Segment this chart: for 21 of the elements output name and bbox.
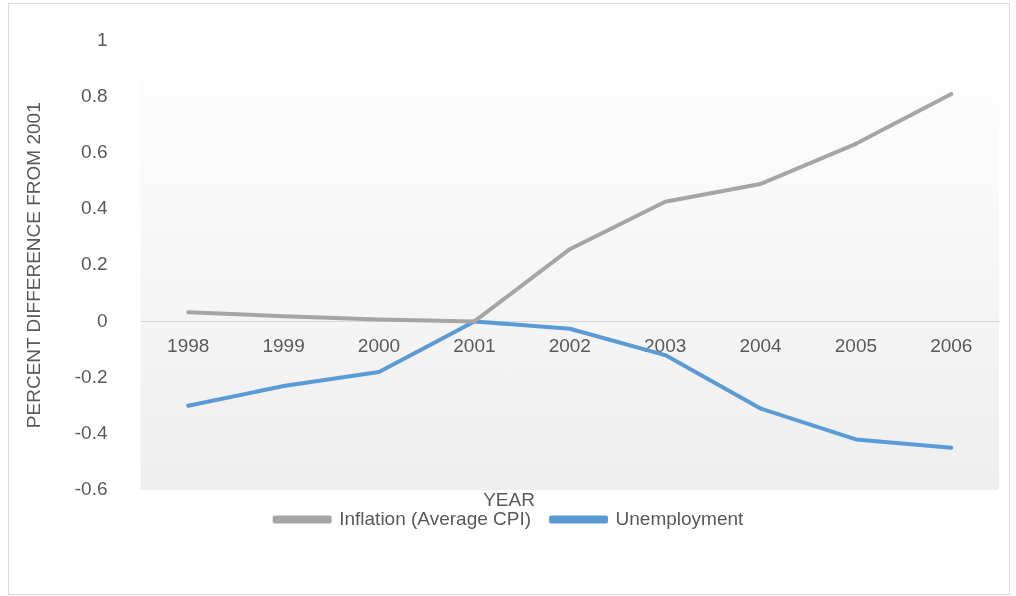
y-tick-label: -0.6 [74, 478, 108, 500]
x-tick-label: 2006 [930, 335, 973, 357]
y-tick-label: 0.4 [81, 197, 108, 219]
y-tick-label: -0.4 [74, 422, 108, 444]
x-tick-label: 1998 [167, 335, 210, 357]
y-tick-label: 0.6 [81, 141, 108, 163]
x-tick-label: 2001 [453, 335, 496, 357]
x-tick-label: 2005 [834, 335, 878, 357]
legend-label: Unemployment [615, 507, 745, 529]
y-tick-label: 0.8 [81, 84, 108, 106]
y-tick-label: -0.2 [74, 365, 108, 387]
legend-label: Inflation (Average CPI) [339, 507, 532, 529]
x-tick-label: 1999 [262, 335, 305, 357]
y-axis-title: PERCENT DIFFERENCE FROM 2001 [22, 102, 44, 429]
x-tick-label: 2002 [548, 335, 591, 357]
x-axis-title: YEAR [483, 489, 535, 510]
y-tick-label: 0.2 [81, 253, 108, 275]
x-tick-label: 2000 [357, 335, 401, 357]
x-tick-label: 2004 [739, 335, 783, 357]
y-tick-label: 1 [96, 28, 108, 50]
y-tick-label: 0 [96, 309, 108, 331]
